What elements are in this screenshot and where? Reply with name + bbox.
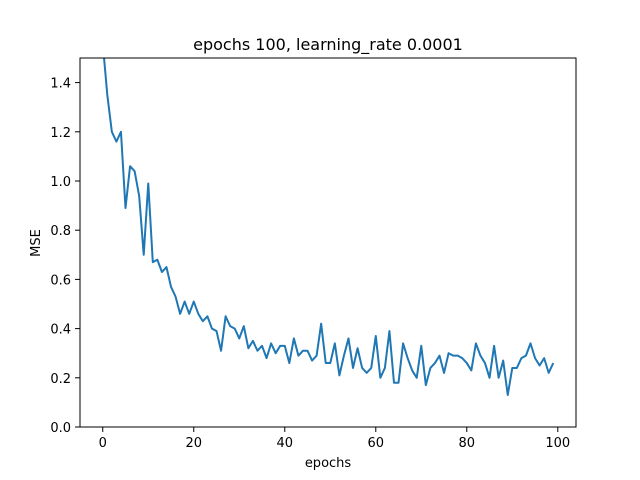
- y-tick-label: 1.0: [50, 175, 71, 190]
- x-tick-label: 40: [276, 436, 293, 451]
- x-tick-label: 80: [459, 436, 476, 451]
- y-axis-label: MSE: [29, 229, 44, 257]
- plot-frame: [79, 57, 577, 428]
- x-tick-label: 20: [185, 436, 202, 451]
- y-tick-label: 0.8: [50, 224, 71, 239]
- plot-area: [103, 58, 555, 397]
- axis-ticks: 0 20 40 60 80 100 0.0 0.2 0.4 0.6 0.8 1.0 1.2 1.4: [50, 77, 570, 451]
- x-tick-label: 60: [368, 436, 385, 451]
- series-line-0: [103, 58, 555, 397]
- y-tick-label: 1.4: [50, 77, 71, 92]
- y-tick-label: 0.2: [50, 372, 71, 387]
- y-tick-label: 1.2: [50, 126, 71, 141]
- y-tick-label: 0.0: [50, 421, 71, 436]
- x-tick-label: 100: [545, 436, 570, 451]
- y-tick-label: 0.6: [50, 273, 71, 288]
- chart-title: epochs 100, learning_rate 0.0001: [193, 35, 463, 55]
- y-tick-label: 0.4: [50, 323, 71, 338]
- x-axis-label: epochs: [305, 456, 352, 471]
- x-tick-label: 0: [99, 436, 107, 451]
